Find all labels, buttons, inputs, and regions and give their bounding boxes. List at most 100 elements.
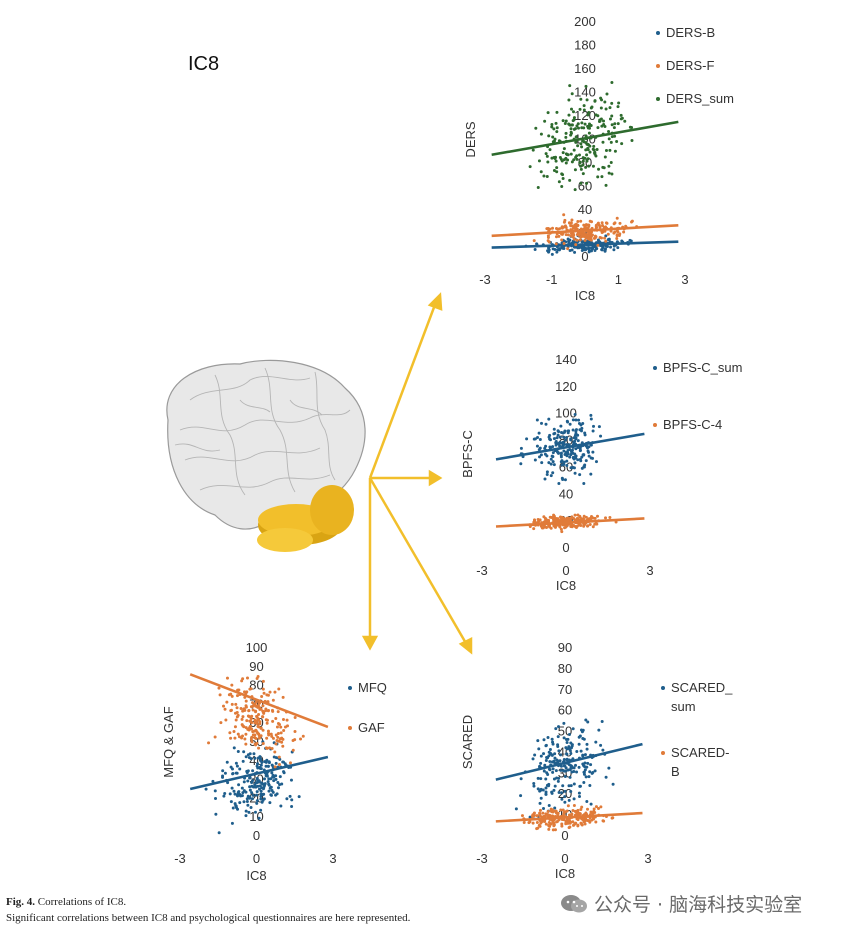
scatter-point bbox=[562, 721, 566, 725]
scatter-point bbox=[551, 770, 555, 774]
scatter-point bbox=[564, 233, 568, 237]
scatter-point bbox=[585, 747, 589, 751]
scatter-point bbox=[595, 514, 599, 518]
scatter-point bbox=[604, 247, 608, 251]
scatter-point bbox=[574, 526, 578, 530]
scatter-point bbox=[584, 225, 588, 229]
scatter-point bbox=[552, 788, 556, 792]
scatter-point bbox=[587, 775, 591, 779]
scatter-point bbox=[550, 156, 554, 160]
scatter-point bbox=[551, 740, 555, 744]
scatter-point bbox=[588, 522, 592, 526]
scatter-point bbox=[623, 119, 627, 123]
scatter-point bbox=[604, 183, 608, 187]
scatter-point bbox=[257, 816, 261, 820]
scatter-point bbox=[578, 457, 582, 461]
scatter-point bbox=[607, 164, 611, 168]
trend-line bbox=[491, 120, 679, 157]
scatter-point bbox=[278, 775, 282, 779]
scatter-point bbox=[596, 238, 600, 242]
scatter-point bbox=[235, 694, 239, 698]
scatter-point bbox=[232, 730, 236, 734]
scatter-point bbox=[532, 784, 536, 788]
scatter-point bbox=[259, 758, 263, 762]
x-tick-label: -1 bbox=[546, 272, 558, 287]
scatter-point bbox=[568, 249, 572, 253]
scatter-point bbox=[555, 170, 559, 174]
scatter-point bbox=[557, 180, 561, 184]
scatter-point bbox=[578, 449, 582, 453]
scatter-point bbox=[610, 114, 614, 118]
scatter-point bbox=[578, 161, 582, 165]
scatter-point bbox=[608, 106, 612, 110]
scatter-point bbox=[265, 758, 269, 762]
scatter-point bbox=[583, 822, 587, 826]
scatter-point bbox=[615, 139, 619, 143]
scatter-point bbox=[265, 746, 269, 750]
scatter-point bbox=[278, 737, 282, 741]
scatter-point bbox=[559, 424, 563, 428]
scatter-point bbox=[260, 695, 264, 699]
scatter-point bbox=[249, 737, 253, 741]
scatter-point bbox=[584, 148, 588, 152]
scatter-point bbox=[223, 791, 227, 795]
scatter-point bbox=[554, 242, 558, 246]
scatter-point bbox=[570, 107, 574, 111]
scatter-point bbox=[536, 787, 540, 791]
scatter-point bbox=[572, 466, 576, 470]
scatter-point bbox=[259, 789, 263, 793]
scatter-point bbox=[566, 518, 570, 522]
scatter-point bbox=[235, 706, 239, 710]
scatter-point bbox=[252, 752, 256, 756]
scatter-point bbox=[536, 186, 540, 190]
scatter-point bbox=[549, 457, 553, 461]
scatter-point bbox=[560, 797, 564, 801]
scatter-point bbox=[582, 781, 586, 785]
scatter-point bbox=[547, 804, 551, 808]
scatter-point bbox=[565, 752, 569, 756]
scatter-point bbox=[572, 440, 576, 444]
scatter-point bbox=[539, 821, 543, 825]
scatter-point bbox=[567, 98, 571, 102]
scatter-point bbox=[610, 101, 614, 105]
scatter-point bbox=[599, 805, 603, 809]
scatter-point bbox=[558, 435, 562, 439]
scatter-point bbox=[241, 677, 245, 681]
scatter-point bbox=[581, 762, 585, 766]
scatter-point bbox=[538, 455, 542, 459]
scatter-point bbox=[238, 767, 242, 771]
caption-label: Fig. 4. bbox=[6, 896, 36, 908]
scatter-point bbox=[225, 676, 229, 680]
scatter-point bbox=[539, 796, 543, 800]
scatter-point bbox=[277, 763, 281, 767]
scatter-point bbox=[264, 709, 268, 713]
scatter-point bbox=[540, 461, 544, 465]
scatter-point bbox=[569, 790, 573, 794]
scatter-point bbox=[231, 772, 235, 776]
scatter-point bbox=[589, 763, 593, 767]
scatter-point bbox=[586, 113, 590, 117]
scatter-point bbox=[575, 154, 579, 158]
scatter-point bbox=[519, 777, 523, 781]
legend-marker bbox=[653, 366, 657, 370]
scatter-point bbox=[568, 775, 572, 779]
scatter-point bbox=[535, 814, 539, 818]
scatter-point bbox=[247, 709, 251, 713]
scatter-point bbox=[565, 809, 569, 813]
scatter-point bbox=[559, 451, 563, 455]
scatter-point bbox=[542, 515, 546, 519]
scatter-point bbox=[544, 790, 548, 794]
scatter-point bbox=[575, 238, 579, 242]
scatter-point bbox=[255, 790, 259, 794]
chart-scared: 0102030405060708090-303IC8SCAREDSCARED_s… bbox=[460, 640, 733, 881]
scatter-point bbox=[279, 804, 283, 808]
scatter-point bbox=[572, 148, 576, 152]
scatter-point bbox=[589, 802, 593, 806]
scatter-point bbox=[628, 125, 632, 129]
scatter-point bbox=[545, 756, 549, 760]
scatter-point bbox=[557, 749, 561, 753]
scatter-point bbox=[255, 778, 259, 782]
y-tick-label: 200 bbox=[574, 14, 596, 29]
scatter-point bbox=[275, 792, 279, 796]
scatter-point bbox=[213, 735, 217, 739]
